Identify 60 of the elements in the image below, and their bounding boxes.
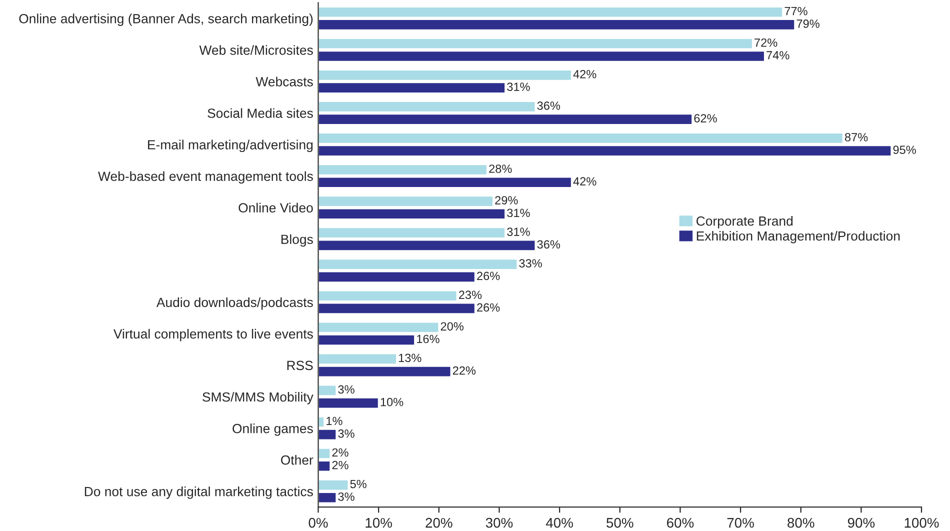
x-tick-label: 30%	[486, 518, 513, 528]
data-label: 31%	[507, 208, 530, 218]
data-label: 13%	[398, 354, 422, 362]
data-label: 79%	[796, 20, 820, 28]
y-tick-label: Audio downloads/podcasts	[156, 297, 313, 310]
data-label: 31%	[507, 82, 530, 91]
y-tick-label: SMS/MMS Mobility	[202, 392, 314, 404]
data-label: 74%	[766, 51, 790, 60]
x-tick-label: 0%	[308, 518, 328, 528]
data-label: 26%	[477, 303, 500, 312]
data-label: 62%	[694, 114, 717, 122]
y-tick-label: Online advertising (Banner Ads, search marketing)	[19, 14, 313, 26]
data-label: 2%	[332, 460, 348, 470]
y-tick-label: Virtual complements to live events	[113, 328, 313, 342]
data-label: 3%	[338, 429, 354, 438]
data-label: 22%	[452, 366, 476, 375]
legend-label: Exhibition Management/Production	[696, 230, 900, 244]
y-tick-label: Web-based event management tools	[98, 171, 313, 184]
data-label: 95%	[893, 146, 916, 154]
y-tick-label: Online games	[232, 424, 313, 436]
data-label: 10%	[380, 398, 404, 406]
data-label: 31%	[507, 228, 530, 236]
data-label: 42%	[573, 177, 596, 186]
y-tick-label: Social Media sites	[208, 108, 313, 118]
x-tick-label: 100%	[904, 518, 939, 528]
y-tick-label: Other	[281, 455, 314, 465]
x-tick-label: 20%	[426, 518, 452, 528]
data-label: 23%	[458, 290, 482, 300]
x-tick-label: 50%	[606, 518, 634, 528]
y-tick-label: Do not use any digital marketing tactics	[84, 486, 313, 499]
x-tick-label: 60%	[667, 518, 694, 528]
data-label: 87%	[844, 133, 868, 142]
x-tick-label: 70%	[727, 518, 754, 528]
y-tick-label: Web site/Microsites	[199, 45, 313, 55]
x-tick-label: 40%	[546, 518, 573, 528]
data-label: 36%	[537, 240, 560, 249]
data-label: 72%	[754, 38, 778, 47]
data-label: 5%	[350, 480, 366, 488]
y-tick-label: RSS	[287, 360, 313, 370]
data-label: 33%	[519, 259, 542, 268]
x-tick-label: 90%	[848, 518, 875, 528]
data-label: 16%	[417, 334, 440, 344]
data-label: 1%	[326, 416, 342, 426]
data-label: 20%	[440, 322, 464, 331]
data-label: 2%	[332, 448, 348, 457]
y-tick-label: E-mail marketing/advertising	[148, 140, 313, 152]
x-tick-label: 80%	[788, 518, 814, 528]
y-tick-label: Blogs	[281, 234, 313, 247]
legend-label: Corporate Brand	[696, 216, 793, 228]
data-label: 28%	[489, 164, 512, 173]
data-label: 77%	[784, 6, 808, 16]
y-tick-label: Online Video	[238, 202, 313, 212]
x-tick-label: 10%	[366, 518, 392, 528]
data-label: 42%	[573, 70, 596, 78]
data-label: 26%	[477, 272, 500, 280]
y-tick-label: Webcasts	[256, 76, 313, 86]
data-label: 29%	[495, 196, 518, 204]
data-label: 3%	[338, 492, 354, 501]
data-label: 36%	[537, 102, 560, 110]
data-label: 3%	[338, 385, 354, 394]
